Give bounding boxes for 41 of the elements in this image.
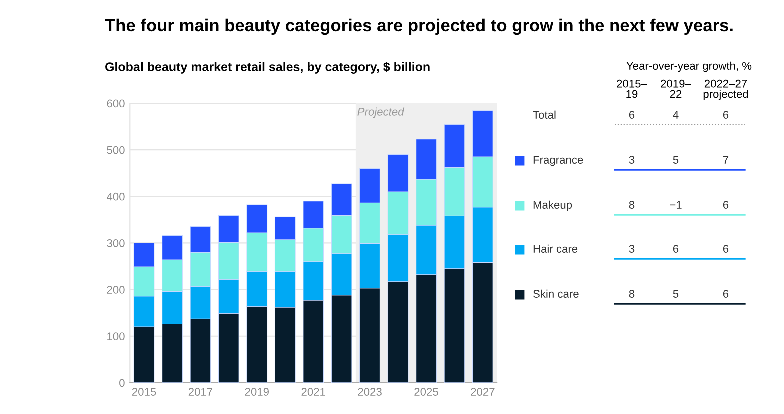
legend-label: Hair care	[534, 244, 578, 253]
x-tick-label: 2017	[188, 388, 213, 396]
y-tick-label: 300	[107, 239, 125, 248]
chart-title: The four main beauty categories are projected to grow in the next few years.	[105, 18, 733, 36]
band-label: Projected	[358, 108, 405, 118]
text: 2015– 19	[617, 80, 648, 98]
text: −1	[670, 201, 682, 209]
text: 3	[629, 156, 635, 164]
legend-label: Makeup	[534, 200, 572, 212]
text: 6	[723, 111, 729, 119]
text: 6	[723, 290, 729, 298]
y-tick-label: 200	[107, 286, 125, 294]
text: 8	[629, 290, 635, 298]
chart-subtitle: Global beauty market retail sales, by category, $ billion	[106, 62, 430, 74]
x-tick-label: 2019	[245, 388, 269, 396]
text: 7	[723, 156, 729, 164]
x-tick-label: 2015	[132, 388, 156, 396]
text: 2022–27 projected	[704, 80, 748, 100]
y-tick-label: 500	[107, 146, 125, 154]
x-tick-label: 2023	[358, 388, 382, 396]
text: 2019– 22	[661, 80, 692, 98]
text: Year-over-year growth, %	[626, 62, 752, 72]
text: 5	[673, 290, 679, 298]
y-tick-label: 0	[120, 379, 125, 388]
text: Total	[533, 110, 556, 119]
text: 8	[629, 201, 635, 209]
text: 6	[723, 201, 729, 209]
text: 4	[673, 111, 679, 119]
text: 5	[673, 156, 679, 164]
x-tick-label: 2025	[414, 388, 438, 396]
y-tick-label: 600	[107, 100, 125, 108]
y-tick-label: 100	[108, 332, 125, 341]
text: 3	[629, 245, 635, 253]
legend-label: Skin care	[534, 290, 579, 298]
text: 6	[673, 245, 679, 253]
text: 6	[723, 245, 729, 253]
x-tick-label: 2027	[471, 388, 495, 396]
y-tick-label: 400	[107, 192, 125, 201]
x-tick-label: 2021	[302, 388, 326, 396]
text: 6	[629, 111, 635, 119]
legend-label: Fragrance	[534, 156, 584, 166]
